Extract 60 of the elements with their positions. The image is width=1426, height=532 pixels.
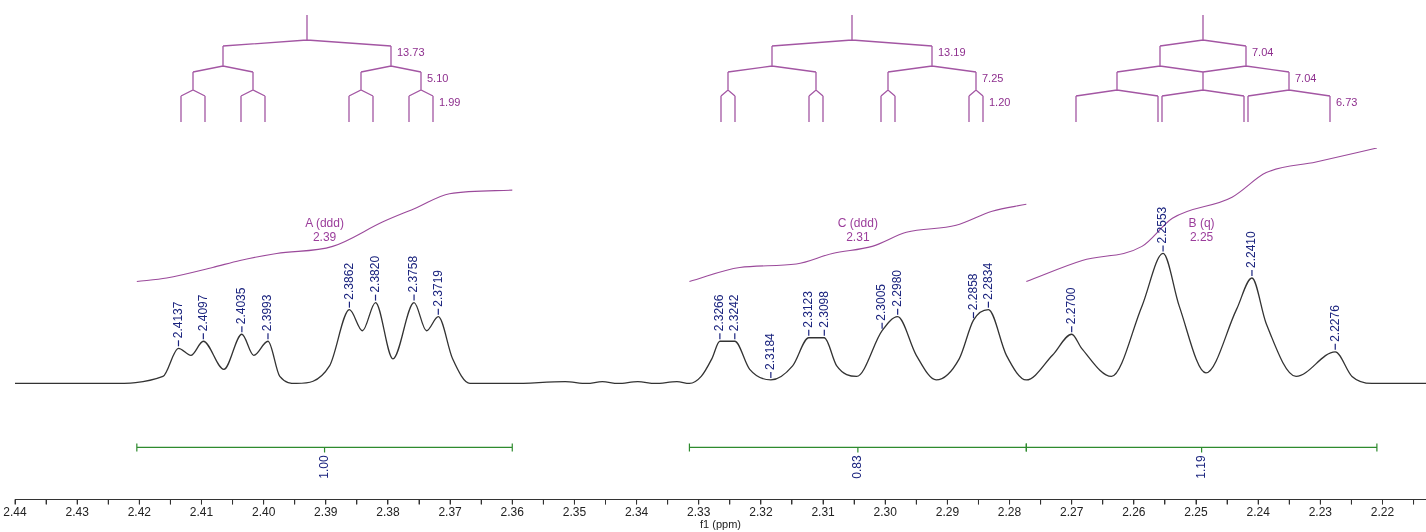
annotation: 2.4097 — [195, 294, 210, 332]
text: 1.99 — [439, 96, 461, 108]
text: 7.04 — [1295, 72, 1317, 84]
x-tick-label: 2.43 — [65, 504, 90, 519]
annotation: 2.3266 — [712, 294, 727, 332]
x-tick-label: 2.37 — [438, 504, 463, 519]
annotation: 2.2980 — [889, 269, 904, 307]
x-tick-label: 2.23 — [1308, 504, 1333, 519]
text: 13.73 — [397, 46, 425, 58]
x-tick-label: 2.44 — [3, 504, 27, 519]
x-tick-label: 2.25 — [1184, 504, 1209, 519]
x-tick-label: 2.35 — [562, 504, 587, 519]
annotation: 2.4035 — [234, 287, 249, 325]
annotation: 1.19 — [1193, 455, 1208, 479]
text: 6.73 — [1336, 96, 1358, 108]
text: 7.25 — [982, 72, 1004, 84]
annotation: C (ddd) 2.31 — [837, 215, 878, 244]
x-tick-label: 2.30 — [873, 504, 898, 519]
annotation: 2.3993 — [260, 294, 275, 332]
annotation: B (q) 2.25 — [1188, 215, 1215, 244]
x-tick-label: 2.32 — [749, 504, 773, 519]
text: 13.19 — [938, 46, 966, 58]
annotation: 2.3123 — [801, 290, 816, 328]
x-tick-label: 2.38 — [376, 504, 400, 519]
text: 7.04 — [1252, 46, 1274, 58]
x-axis-title: f1 (ppm) — [700, 518, 741, 531]
x-tick-label: 2.28 — [997, 504, 1022, 519]
annotation: 2.3758 — [406, 255, 421, 293]
x-tick-label: 2.33 — [687, 504, 711, 519]
x-tick-label: 2.27 — [1060, 504, 1084, 519]
annotation: 2.3005 — [874, 283, 889, 321]
annotation: 2.2834 — [980, 262, 995, 300]
x-tick-label: 2.22 — [1370, 504, 1395, 519]
annotation: A (ddd) 2.39 — [305, 215, 344, 244]
annotation: 2.3862 — [341, 262, 356, 300]
x-tick-label: 2.40 — [251, 504, 276, 519]
x-tick-label: 2.24 — [1246, 504, 1271, 519]
annotation: 0.83 — [850, 455, 865, 479]
text: 5.10 — [427, 72, 449, 84]
annotation: 2.3820 — [367, 255, 382, 293]
x-tick-label: 2.39 — [314, 504, 338, 519]
x-tick-label: 2.42 — [127, 504, 152, 519]
annotation: 2.2858 — [965, 273, 980, 311]
annotation: 1.00 — [316, 455, 331, 479]
x-tick-label: 2.31 — [811, 504, 836, 519]
text: 1.20 — [989, 96, 1011, 108]
x-tick-label: 2.26 — [1122, 504, 1146, 519]
annotation: 2.2276 — [1327, 304, 1342, 342]
x-tick-label: 2.29 — [935, 504, 960, 519]
annotation: 2.3184 — [763, 332, 778, 370]
annotation: 2.2410 — [1244, 230, 1259, 269]
annotation: 2.3242 — [727, 294, 742, 332]
annotation: 2.2700 — [1064, 287, 1079, 325]
x-tick-label: 2.41 — [189, 504, 214, 519]
annotation: 2.4137 — [170, 301, 185, 339]
annotation: 2.3098 — [816, 290, 831, 328]
annotation: 2.3719 — [430, 269, 445, 307]
x-tick-label: 2.36 — [500, 504, 525, 519]
annotation: 2.2553 — [1155, 206, 1170, 244]
x-tick-label: 2.34 — [624, 504, 649, 519]
